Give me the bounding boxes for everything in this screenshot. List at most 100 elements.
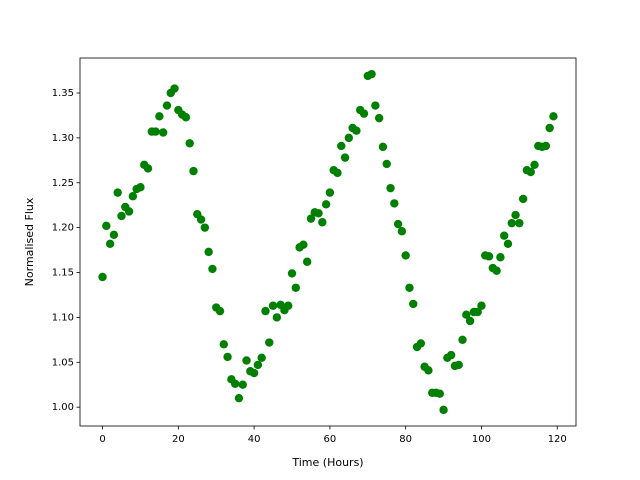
y-tick-label: 1.05 <box>52 357 74 368</box>
x-tick-label: 60 <box>324 434 337 445</box>
point <box>143 164 153 173</box>
point <box>299 240 308 249</box>
point <box>215 306 225 316</box>
point <box>484 252 494 261</box>
point <box>340 153 350 162</box>
point <box>367 69 376 79</box>
point <box>446 350 456 360</box>
y-tick-label: 1.00 <box>52 402 74 413</box>
point <box>223 352 232 362</box>
point <box>435 389 444 398</box>
point <box>492 266 501 275</box>
x-tick-label: 80 <box>399 434 412 445</box>
point <box>352 126 361 135</box>
point <box>518 194 528 204</box>
point <box>458 335 467 345</box>
point <box>515 218 524 228</box>
y-tick-label: 1.25 <box>52 178 74 189</box>
point <box>397 227 407 236</box>
point <box>382 159 391 169</box>
point <box>371 101 380 110</box>
x-tick-label: 20 <box>172 434 185 445</box>
point <box>526 167 535 177</box>
point <box>136 183 145 192</box>
point <box>393 219 403 229</box>
point <box>204 247 213 257</box>
point <box>462 310 471 319</box>
x-axis-label: Time (Hours) <box>291 456 363 469</box>
point <box>185 139 194 148</box>
point <box>344 133 354 143</box>
point <box>284 301 293 310</box>
point <box>151 127 160 136</box>
point <box>234 393 244 403</box>
point <box>272 313 282 322</box>
point <box>405 283 414 292</box>
point <box>439 405 448 415</box>
point <box>424 366 433 375</box>
point <box>359 109 369 118</box>
point <box>128 192 138 201</box>
point <box>98 272 107 282</box>
point <box>268 301 278 310</box>
point <box>242 356 251 365</box>
point <box>238 380 247 389</box>
point <box>401 251 410 260</box>
y-tick-label: 1.30 <box>52 133 74 144</box>
point <box>253 360 263 370</box>
x-tick-label: 120 <box>548 434 567 445</box>
point <box>102 221 111 231</box>
point <box>321 200 331 209</box>
point <box>219 340 228 349</box>
point <box>302 257 312 266</box>
point <box>170 84 179 93</box>
x-tick-label: 100 <box>472 434 491 445</box>
point <box>496 253 505 262</box>
point <box>378 142 388 152</box>
point <box>162 101 172 110</box>
point <box>257 353 266 362</box>
point <box>530 160 539 170</box>
point <box>105 239 115 248</box>
point <box>325 188 335 197</box>
point <box>196 215 206 224</box>
point <box>477 301 486 310</box>
point <box>109 230 119 240</box>
x-tick-label: 40 <box>248 434 261 445</box>
point <box>390 199 399 208</box>
plot-frame <box>79 57 577 427</box>
y-tick-label: 1.35 <box>52 88 74 99</box>
point <box>549 112 558 121</box>
point <box>499 231 509 240</box>
point <box>189 166 198 176</box>
y-axis-label: Normalised Flux <box>23 197 36 286</box>
point <box>503 239 513 248</box>
point <box>465 316 475 326</box>
point <box>386 183 395 193</box>
point <box>117 211 126 221</box>
point <box>545 123 554 133</box>
point <box>409 299 418 309</box>
point <box>511 210 520 220</box>
point <box>155 112 164 121</box>
point <box>454 360 463 370</box>
point <box>181 113 191 122</box>
point <box>333 168 342 178</box>
point <box>374 113 384 123</box>
point <box>337 141 346 151</box>
y-tick-label: 1.20 <box>52 223 74 234</box>
x-tick-label: 0 <box>99 434 105 445</box>
point <box>124 207 134 216</box>
y-tick-label: 1.10 <box>52 312 74 323</box>
point <box>200 223 210 232</box>
point <box>416 339 426 348</box>
point <box>261 306 270 316</box>
point <box>306 214 316 223</box>
point <box>473 307 482 317</box>
point <box>291 283 300 292</box>
y-tick-label: 1.15 <box>52 268 74 279</box>
point <box>249 368 259 378</box>
point <box>208 264 217 274</box>
